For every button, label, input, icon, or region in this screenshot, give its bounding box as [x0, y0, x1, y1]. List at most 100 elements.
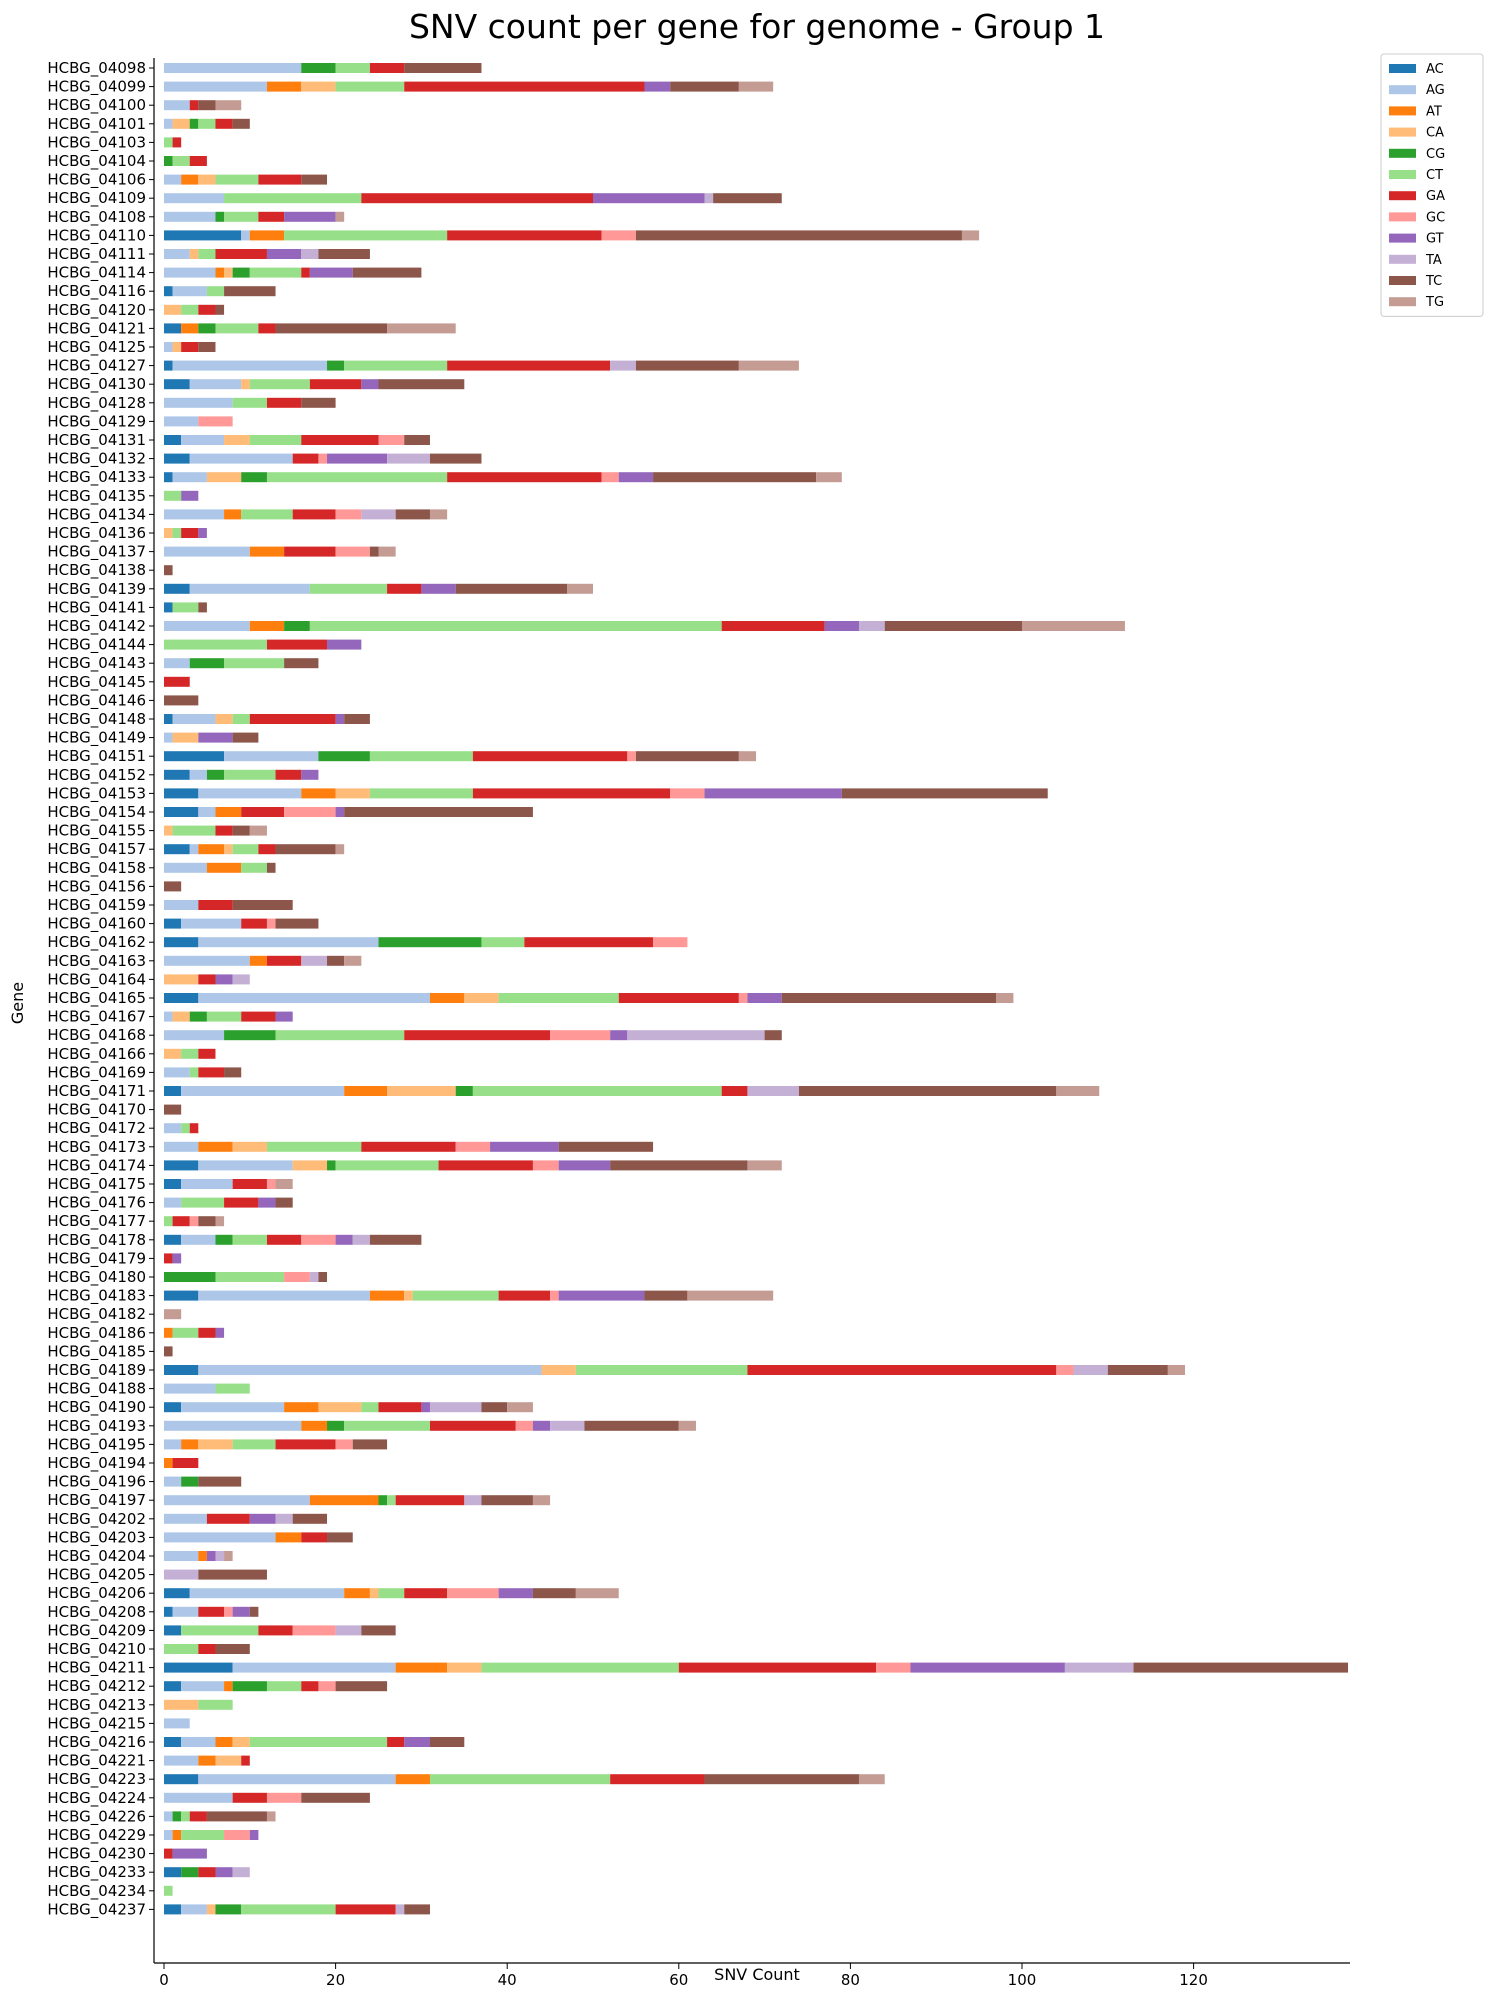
- bar-segment-ac: [164, 379, 190, 390]
- bar-segment-at: [266, 81, 302, 92]
- bar-segment-ct: [481, 937, 525, 948]
- bar-segment-ac: [164, 1290, 199, 1301]
- y-tick-label: HCBG_04164: [47, 970, 146, 989]
- bar-segment-at: [249, 955, 267, 966]
- bar-row: [164, 602, 207, 613]
- bar-segment-tg: [1167, 1365, 1186, 1375]
- bar-segment-ct: [481, 1662, 679, 1673]
- bar-segment-tg: [429, 509, 448, 520]
- bar-segment-ac: [164, 1737, 182, 1747]
- bar-segment-ga: [275, 769, 302, 780]
- bar-segment-ag: [189, 844, 199, 855]
- bar-segment-ct: [215, 1383, 250, 1394]
- y-tick-label: HCBG_04224: [47, 1789, 146, 1808]
- bar-row: [164, 1830, 259, 1840]
- bar-segment-ct: [164, 639, 267, 650]
- bar-row: [164, 1495, 551, 1506]
- bar-row: [164, 63, 482, 73]
- bar-segment-ga: [266, 397, 302, 408]
- bar-segment-cg: [301, 63, 336, 73]
- y-tick-label: HCBG_04116: [47, 282, 146, 301]
- bar-segment-tc: [292, 1513, 328, 1524]
- bar-segment-tc: [232, 118, 250, 129]
- bar-segment-ct: [232, 714, 250, 724]
- bar-segment-gc: [335, 1439, 353, 1450]
- bar-segment-gc: [318, 1681, 336, 1692]
- bar-segment-gc: [189, 1216, 199, 1227]
- bar-segment-tc: [224, 1067, 242, 1078]
- bar-segment-tc: [798, 1086, 1057, 1096]
- bar-segment-gt: [747, 993, 782, 1003]
- bar-segment-ga: [404, 81, 645, 92]
- bar-row: [164, 1104, 182, 1115]
- bar-segment-ag: [232, 1662, 396, 1673]
- bar-segment-tc: [164, 695, 199, 706]
- x-tick-label: 80: [841, 1971, 860, 1989]
- bar-segment-tg: [344, 955, 362, 966]
- bar-segment-ct: [206, 286, 225, 297]
- bar-segment-tg: [996, 993, 1014, 1003]
- bar-segment-gc: [876, 1662, 911, 1673]
- bar-segment-ca: [172, 1011, 190, 1022]
- bar-segment-ag: [164, 900, 199, 910]
- bar-row: [164, 156, 207, 166]
- bar-row: [164, 974, 250, 985]
- bar-segment-ct: [266, 1141, 362, 1152]
- bar-row: [164, 1402, 533, 1413]
- bar-row: [164, 1197, 293, 1208]
- bar-segment-tc: [215, 1644, 250, 1654]
- bar-segment-ca: [387, 1086, 456, 1096]
- y-tick-label: HCBG_04103: [47, 133, 146, 152]
- bar-segment-ga: [164, 1253, 173, 1264]
- bar-segment-ca: [232, 1141, 267, 1152]
- bar-segment-tc: [369, 1234, 422, 1245]
- bar-segment-ag: [164, 1718, 190, 1729]
- bar-segment-gt: [232, 1606, 250, 1617]
- bar-segment-cg: [215, 211, 225, 222]
- bar-segment-gt: [309, 267, 353, 278]
- bar-row: [164, 1606, 259, 1617]
- y-tick-label: HCBG_04125: [47, 338, 146, 357]
- bar-segment-ac: [164, 453, 190, 464]
- bar-segment-ct: [164, 490, 182, 501]
- bar-segment-ac: [164, 1681, 182, 1692]
- bar-segment-ga: [309, 379, 362, 390]
- bar-row: [164, 1383, 250, 1394]
- bar-segment-ac: [164, 1606, 173, 1617]
- y-tick-label: HCBG_04177: [47, 1212, 146, 1231]
- bar-segment-ga: [266, 639, 328, 650]
- bar-segment-ga: [747, 1365, 1057, 1375]
- bar-segment-ga: [498, 1290, 551, 1301]
- bar-row: [164, 453, 482, 464]
- bar-segment-tc: [378, 379, 465, 390]
- bar-segment-gc: [335, 509, 362, 520]
- bar-row: [164, 360, 799, 371]
- y-tick-label: HCBG_04127: [47, 357, 146, 376]
- bar-segment-gt: [335, 807, 345, 817]
- bar-segment-ag: [241, 230, 250, 241]
- bar-segment-at: [395, 1662, 448, 1673]
- bar-row: [164, 1011, 293, 1022]
- bar-segment-ga: [172, 1458, 199, 1468]
- y-tick-label: HCBG_04183: [47, 1287, 146, 1306]
- legend-label-at: AT: [1426, 104, 1442, 119]
- bar-segment-gt: [421, 1402, 430, 1413]
- bar-segment-tg: [567, 583, 593, 594]
- bar-segment-ct: [224, 211, 259, 222]
- bar-segment-tc: [1133, 1662, 1349, 1673]
- bar-row: [164, 416, 233, 427]
- bar-segment-gt: [558, 1160, 611, 1171]
- bar-segment-ga: [292, 509, 336, 520]
- bar-segment-ga: [215, 118, 233, 129]
- bar-segment-tc: [301, 397, 336, 408]
- bar-segment-ac: [164, 1625, 182, 1636]
- bar-segment-ct: [266, 472, 448, 483]
- bar-segment-ac: [164, 1662, 233, 1673]
- bar-segment-cg: [189, 118, 199, 129]
- bar-segment-tc: [344, 807, 533, 817]
- bar-row: [164, 267, 422, 278]
- bar-segment-ag: [181, 918, 242, 929]
- y-tick-label: HCBG_04120: [47, 301, 146, 320]
- bar-row: [164, 1234, 422, 1245]
